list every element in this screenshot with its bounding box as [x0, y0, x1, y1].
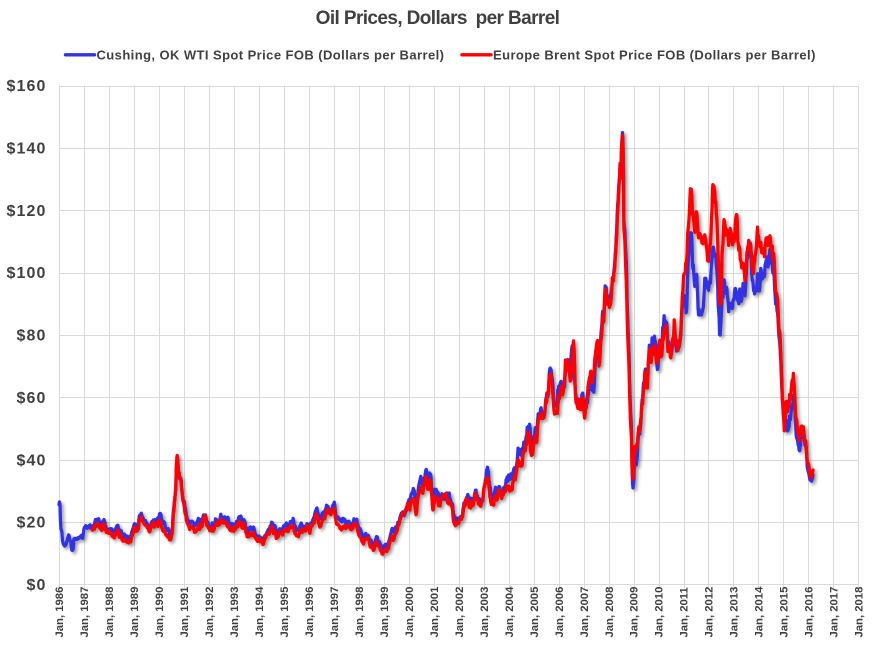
svg-text:Jan, 1996: Jan, 1996 — [304, 587, 316, 638]
svg-text:Jan, 1997: Jan, 1997 — [329, 587, 341, 638]
svg-text:Jan, 2006: Jan, 2006 — [554, 587, 566, 638]
svg-text:Jan, 1987: Jan, 1987 — [79, 587, 91, 638]
svg-text:Jan, 1988: Jan, 1988 — [104, 587, 116, 638]
svg-text:Jan, 2013: Jan, 2013 — [729, 587, 741, 638]
svg-text:Jan, 2015: Jan, 2015 — [779, 587, 791, 638]
svg-text:Jan, 2002: Jan, 2002 — [454, 587, 466, 638]
svg-text:Jan, 1986: Jan, 1986 — [54, 587, 66, 638]
svg-text:Jan, 1993: Jan, 1993 — [229, 587, 241, 638]
svg-text:Jan, 2018: Jan, 2018 — [854, 587, 866, 638]
svg-text:Jan, 1992: Jan, 1992 — [204, 587, 216, 638]
svg-text:Jan, 2005: Jan, 2005 — [529, 587, 541, 638]
svg-text:Jan, 2008: Jan, 2008 — [604, 587, 616, 638]
svg-text:Jan, 2017: Jan, 2017 — [829, 587, 841, 638]
svg-text:$20: $20 — [17, 515, 47, 532]
svg-text:$0: $0 — [27, 577, 47, 594]
svg-text:Jan, 2010: Jan, 2010 — [654, 587, 666, 638]
svg-text:Jan, 2012: Jan, 2012 — [704, 587, 716, 638]
svg-text:Jan, 2007: Jan, 2007 — [579, 587, 591, 638]
svg-text:$100: $100 — [7, 265, 47, 282]
svg-text:Jan, 1991: Jan, 1991 — [179, 587, 191, 638]
svg-text:Europe Brent Spot Price FOB (D: Europe Brent Spot Price FOB (Dollars per… — [493, 47, 816, 62]
svg-text:Jan, 2004: Jan, 2004 — [504, 586, 516, 638]
svg-text:Oil Prices, Dollars per Barrel: Oil Prices, Dollars per Barrel — [316, 8, 560, 29]
svg-text:Jan, 1995: Jan, 1995 — [279, 587, 291, 638]
svg-text:Jan, 2000: Jan, 2000 — [404, 587, 416, 638]
svg-text:$60: $60 — [17, 390, 47, 407]
svg-text:Jan, 1998: Jan, 1998 — [354, 587, 366, 638]
svg-text:$140: $140 — [7, 141, 47, 158]
svg-text:$80: $80 — [17, 328, 47, 345]
svg-text:$120: $120 — [7, 203, 47, 220]
svg-text:Jan, 2009: Jan, 2009 — [629, 587, 641, 638]
svg-text:$160: $160 — [7, 78, 47, 95]
svg-text:Jan, 2003: Jan, 2003 — [479, 587, 491, 638]
svg-text:$40: $40 — [17, 452, 47, 469]
svg-text:Jan, 1999: Jan, 1999 — [379, 587, 391, 638]
svg-text:Jan, 1994: Jan, 1994 — [254, 586, 266, 638]
svg-text:Cushing, OK WTI Spot Price FOB: Cushing, OK WTI Spot Price FOB (Dollars … — [97, 47, 445, 62]
svg-text:Jan, 2014: Jan, 2014 — [754, 586, 766, 638]
svg-text:Jan, 2001: Jan, 2001 — [429, 587, 441, 638]
svg-text:Jan, 1990: Jan, 1990 — [154, 587, 166, 638]
svg-text:Jan, 1989: Jan, 1989 — [129, 587, 141, 638]
svg-text:Jan, 2011: Jan, 2011 — [679, 587, 691, 637]
svg-text:Jan, 2016: Jan, 2016 — [804, 587, 816, 638]
